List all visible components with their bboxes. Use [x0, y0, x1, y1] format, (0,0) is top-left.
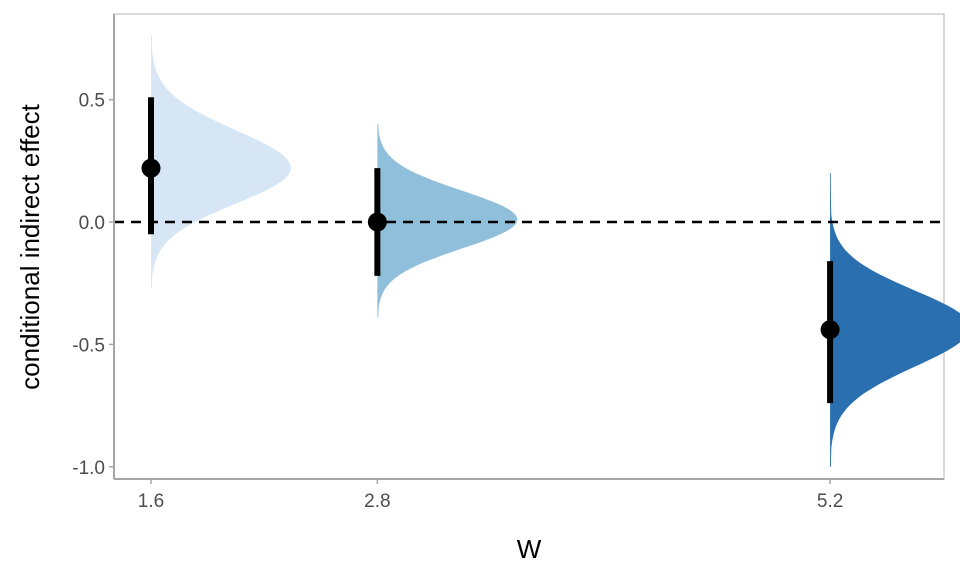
- x-tick-label-0: 1.6: [138, 491, 164, 512]
- density-shape-1: [377, 124, 518, 318]
- y-axis-title: conditional indirect effect: [15, 103, 45, 389]
- y-tick-label-0: -1.0: [72, 458, 105, 479]
- density-shape-2: [830, 173, 960, 467]
- density-shape-0: [151, 36, 291, 289]
- y-tick-label-1: -0.5: [72, 335, 105, 356]
- median-point-1: [367, 212, 387, 232]
- x-axis-ticks: 1.6 2.8 5.2: [138, 479, 843, 512]
- plot-panel-border: [113, 13, 945, 480]
- median-point-2: [820, 320, 840, 340]
- y-tick-label-3: 0.5: [79, 91, 105, 112]
- y-tick-label-2: 0.0: [79, 213, 105, 234]
- x-axis-title: W: [517, 534, 542, 564]
- x-tick-label-2: 5.2: [817, 491, 843, 512]
- y-axis-ticks: -1.0 -0.5 0.0 0.5: [72, 91, 114, 479]
- distributions-layer: [151, 36, 960, 467]
- x-tick-label-1: 2.8: [364, 491, 390, 512]
- median-point-0: [141, 158, 161, 178]
- intervals-layer: [141, 97, 840, 404]
